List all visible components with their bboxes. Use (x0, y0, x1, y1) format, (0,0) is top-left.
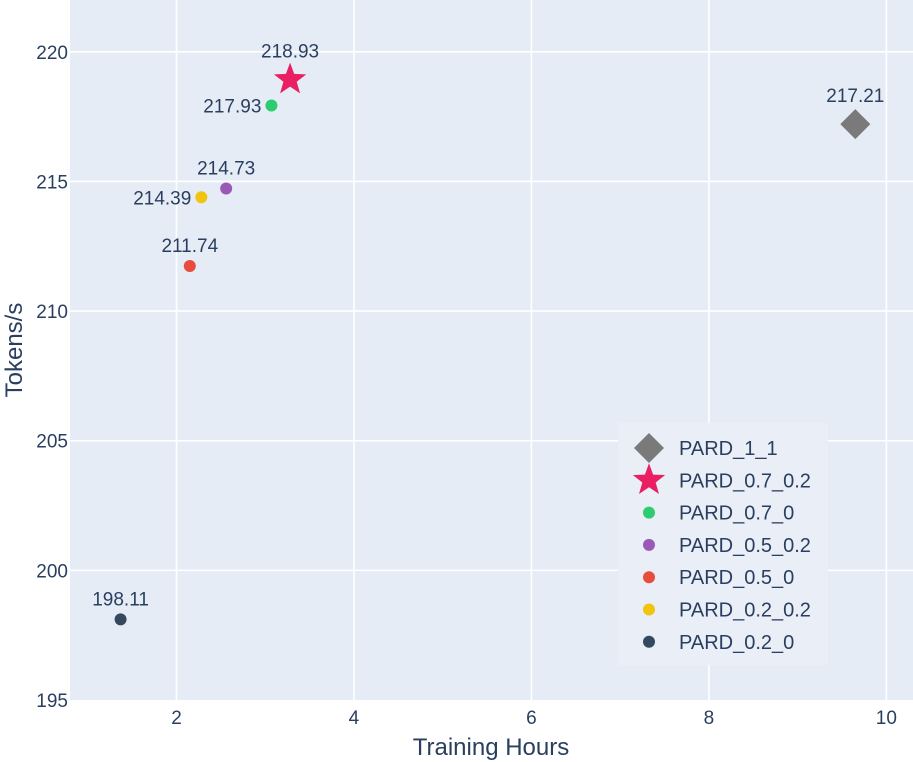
data-point-pard-0-7-0 (265, 99, 278, 112)
legend-label: PARD_0.7_0 (679, 503, 794, 525)
data-label: 211.74 (161, 236, 218, 257)
y-tick-label: 205 (36, 432, 68, 453)
legend-item[interactable]: PARD_0.2_0.2 (643, 600, 811, 622)
data-point-pard-0-5-0-2 (220, 182, 233, 195)
y-tick-label: 195 (36, 691, 68, 712)
data-labels: 217.21 218.93 217.93 214.73 211.74 214.39 198.… (92, 42, 884, 611)
legend-item[interactable]: PARD_1_1 (634, 433, 778, 463)
data-label: 217.21 (826, 86, 884, 107)
diamond-marker-icon (634, 433, 664, 463)
data-points (114, 62, 871, 626)
legend-label: PARD_0.7_0.2 (679, 470, 811, 492)
legend-label: PARD_0.5_0.2 (679, 535, 811, 557)
y-tick-label: 220 (36, 43, 68, 64)
x-tick-label: 10 (876, 708, 897, 729)
x-tick-label: 4 (349, 708, 360, 729)
data-label: 214.73 (197, 158, 255, 179)
legend-item[interactable]: PARD_0.7_0 (643, 503, 794, 525)
data-label: 217.93 (203, 97, 261, 118)
data-point-pard-0-2-0-2 (195, 191, 208, 204)
circle-marker-icon (643, 506, 655, 519)
data-point-pard-0-2-0 (114, 613, 127, 626)
y-tick-label: 200 (36, 561, 68, 582)
legend-label: PARD_0.2_0.2 (679, 600, 811, 622)
x-tick-label: 2 (171, 708, 182, 729)
legend-item[interactable]: PARD_0.2_0 (643, 632, 794, 654)
x-gridlines (175, 0, 888, 700)
star-marker-icon (632, 463, 666, 495)
y-tick-label: 210 (36, 302, 68, 323)
legend: PARD_1_1 PARD_0.7_0.2 PARD_0.7_0 PARD_0.5_0… (618, 423, 828, 665)
legend-label: PARD_0.5_0 (679, 567, 794, 589)
data-point-pard-0-7-0-2 (273, 62, 307, 94)
data-point-pard-1-1 (840, 109, 871, 140)
data-label: 214.39 (133, 188, 191, 209)
data-point-pard-0-5-0 (183, 260, 196, 272)
data-label: 218.93 (261, 42, 319, 63)
legend-item[interactable]: PARD_0.7_0.2 (632, 463, 811, 495)
y-tick-labels: 195 200 205 210 215 220 (36, 43, 68, 712)
legend-item[interactable]: PARD_0.5_0 (643, 567, 794, 589)
circle-marker-icon (643, 571, 655, 584)
y-axis-title: Tokens/s (1, 303, 28, 398)
x-tick-label: 8 (704, 708, 715, 729)
circle-marker-icon (643, 603, 655, 616)
legend-label: PARD_0.2_0 (679, 632, 794, 654)
circle-marker-icon (643, 538, 655, 551)
x-tick-label: 6 (526, 708, 537, 729)
data-label: 198.11 (92, 589, 149, 610)
y-tick-label: 215 (36, 172, 68, 193)
x-axis-title: Training Hours (413, 734, 570, 761)
circle-marker-icon (643, 635, 655, 648)
x-tick-labels: 2 4 6 8 10 (171, 708, 897, 729)
legend-item[interactable]: PARD_0.5_0.2 (643, 535, 811, 557)
legend-label: PARD_1_1 (679, 438, 778, 460)
